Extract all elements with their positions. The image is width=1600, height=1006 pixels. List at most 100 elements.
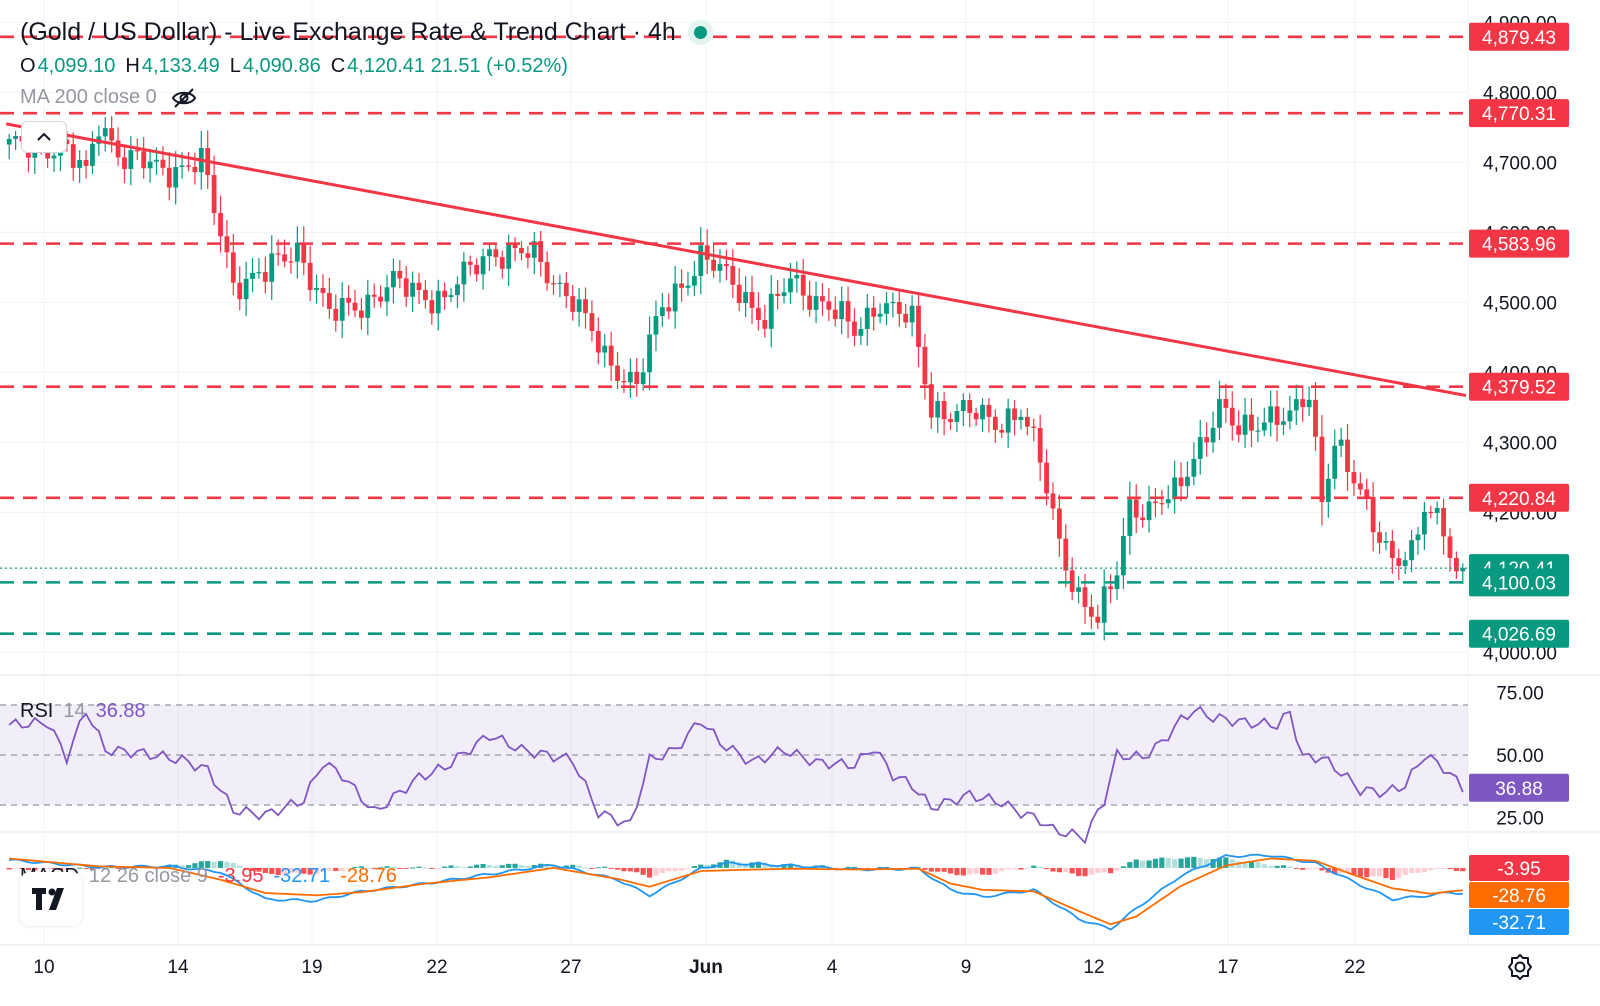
- macd-histogram-bar: [659, 867, 665, 874]
- macd-histogram-bar: [6, 867, 12, 870]
- candle-body: [115, 140, 121, 158]
- candle-body: [294, 242, 300, 262]
- macd-hist-tag-label: -3.95: [1497, 859, 1540, 880]
- macd-histogram-bar: [710, 864, 717, 868]
- macd-histogram-bar: [435, 867, 441, 869]
- candle-body: [864, 307, 870, 330]
- macd-histogram-bar: [269, 867, 275, 874]
- candle-body: [1345, 439, 1350, 473]
- macd-histogram-bar: [179, 865, 185, 868]
- resistance-level-label: 4,220.84: [1482, 489, 1556, 510]
- macd-histogram-bar: [256, 867, 262, 872]
- macd-signal-value: -28.76: [340, 865, 397, 887]
- candle-body: [487, 249, 492, 257]
- candle-body: [1044, 462, 1049, 494]
- macd-line-value: -32.71: [273, 865, 331, 887]
- candle-body: [1223, 399, 1229, 408]
- macd-histogram-bar: [1050, 867, 1056, 872]
- resistance-level-tag: [1469, 372, 1569, 401]
- y-tick-label: 4,700.00: [1483, 153, 1557, 174]
- macd-histogram-bar: [506, 863, 512, 868]
- x-tick-label: Jun: [689, 957, 723, 978]
- macd-histogram-bar: [467, 866, 473, 868]
- candle-body: [1300, 399, 1306, 408]
- collapse-legend-button[interactable]: [21, 121, 67, 153]
- macd-histogram-bar: [563, 865, 569, 868]
- candle-body: [493, 249, 499, 258]
- macd-histogram-bar: [672, 867, 678, 872]
- macd-histogram-bar: [45, 867, 51, 869]
- candle-body: [378, 296, 384, 302]
- settings-icon[interactable]: [1505, 952, 1535, 982]
- macd-histogram-bar: [454, 866, 461, 868]
- rsi-value-tag: [1469, 773, 1569, 802]
- candle-body: [1447, 536, 1453, 558]
- rsi-name: RSI: [20, 700, 54, 722]
- macd-histogram-bar: [602, 866, 608, 868]
- macd-histogram-bar: [589, 867, 595, 869]
- macd-histogram-bar: [109, 867, 115, 869]
- macd-histogram-bar: [1075, 867, 1082, 877]
- macd-histogram-bar: [83, 867, 89, 869]
- candle-body: [448, 295, 454, 298]
- macd-histogram-bar: [544, 863, 550, 868]
- candle-body: [435, 290, 441, 314]
- macd-histogram-bar: [570, 864, 576, 868]
- candle-body: [845, 301, 851, 322]
- candle-body: [659, 307, 665, 317]
- ma-label: MA 200 close 0: [20, 86, 157, 108]
- macd-histogram-bar: [1197, 857, 1203, 868]
- macd-histogram-bar: [461, 867, 467, 869]
- macd-histogram-bar: [403, 867, 409, 869]
- macd-histogram-bar: [973, 867, 979, 874]
- macd-histogram-bar: [1152, 858, 1159, 868]
- macd-histogram-bar: [1248, 861, 1255, 868]
- macd-histogram-bar: [1344, 867, 1351, 874]
- macd-histogram-bar: [480, 863, 486, 868]
- candle-body: [916, 305, 921, 347]
- macd-histogram-bar: [416, 866, 422, 868]
- close-value: 4,120.41 21.51 (+0.52%): [347, 55, 568, 77]
- ma-indicator-legend: MA 200 close 0: [20, 86, 197, 109]
- candle-body: [1024, 416, 1030, 427]
- candle-body: [499, 257, 505, 269]
- macd-histogram-bar: [474, 864, 480, 868]
- macd-histogram-bar: [979, 867, 986, 875]
- macd-histogram-bar: [1402, 867, 1408, 876]
- candle-body: [1197, 437, 1203, 459]
- macd-histogram-bar: [422, 867, 429, 869]
- candle-body: [1095, 616, 1101, 623]
- candle-body: [1229, 407, 1235, 426]
- candle-body: [717, 264, 723, 271]
- candle-body: [1281, 421, 1286, 425]
- candle-body: [1178, 477, 1184, 487]
- candle-body: [973, 412, 979, 420]
- macd-histogram-bar: [1268, 865, 1274, 868]
- candle-body: [6, 138, 12, 145]
- candle-body: [1031, 426, 1037, 428]
- macd-histogram-bar: [371, 867, 377, 869]
- macd-histogram-bar: [1037, 866, 1043, 868]
- macd-histogram-bar: [1280, 865, 1287, 868]
- close-key: C: [330, 55, 346, 77]
- x-tick-label: 19: [301, 957, 322, 978]
- tradingview-logo-icon[interactable]: [20, 872, 82, 926]
- eye-off-icon[interactable]: [171, 87, 197, 109]
- candle-body: [1383, 540, 1389, 543]
- macd-histogram-bar: [358, 866, 364, 868]
- candle-body: [775, 293, 781, 296]
- candle-body: [807, 295, 813, 310]
- macd-histogram-bar: [1421, 867, 1427, 873]
- macd-histogram-bar: [960, 867, 966, 876]
- candle-body: [1133, 499, 1139, 518]
- macd-histogram-bar: [128, 867, 134, 869]
- candle-body: [1428, 511, 1434, 514]
- candle-body: [1165, 499, 1171, 504]
- candle-body: [141, 151, 147, 169]
- candle-body: [1351, 472, 1357, 484]
- candle-body: [768, 293, 774, 329]
- macd-histogram-bar: [1159, 857, 1165, 868]
- macd-histogram-bar: [493, 865, 499, 868]
